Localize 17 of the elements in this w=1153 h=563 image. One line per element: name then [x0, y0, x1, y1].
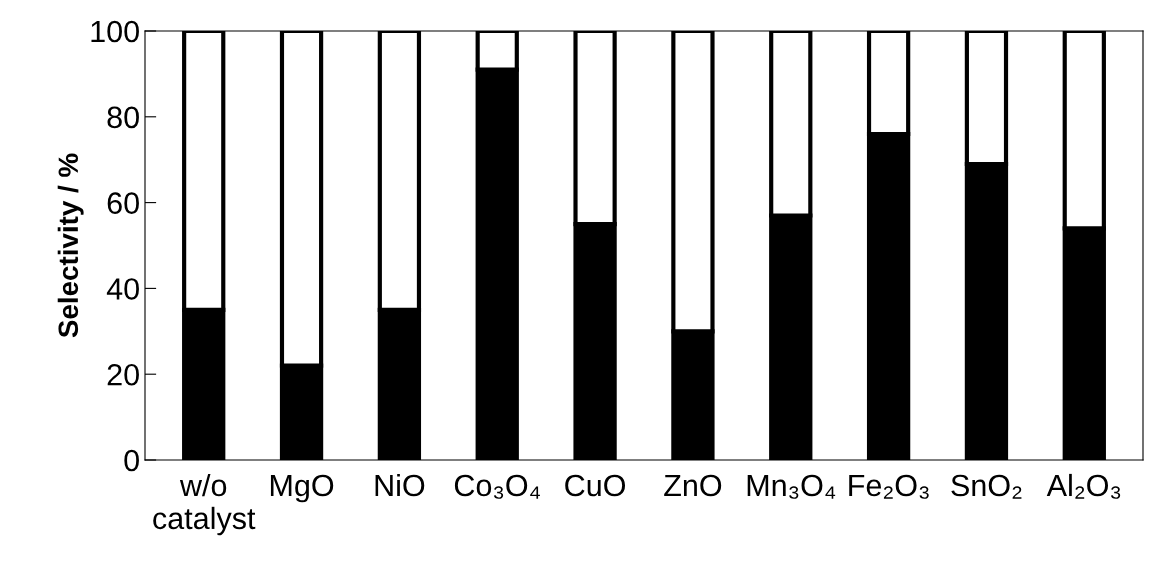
x-tick-label: NiO — [375, 473, 425, 497]
y-tick-label: 0 — [124, 449, 139, 472]
x-tick-label: Co₃O₄ — [454, 474, 540, 499]
y-tick-label: 60 — [107, 192, 139, 214]
y-tick-label: 80 — [107, 106, 139, 129]
x-tick-label: MgO — [270, 474, 334, 503]
x-tick-label: ZnO — [664, 474, 722, 497]
y-tick-label: 100 — [91, 20, 139, 43]
y-tick-label: 40 — [106, 278, 139, 300]
y-axis-title: Selectivity / % — [57, 153, 84, 338]
x-tick-label: SnO₂ — [951, 474, 1022, 499]
x-tick-label: Al₂O₃ — [1046, 473, 1121, 499]
x-tick-label: Fe₂O₃ — [849, 474, 929, 499]
x-tick-label: CuO — [565, 474, 626, 497]
x-tick-label: w/o catalyst — [153, 473, 256, 536]
x-tick-label: Mn₃O₄ — [747, 474, 836, 499]
y-tick-label: 20 — [107, 363, 139, 386]
